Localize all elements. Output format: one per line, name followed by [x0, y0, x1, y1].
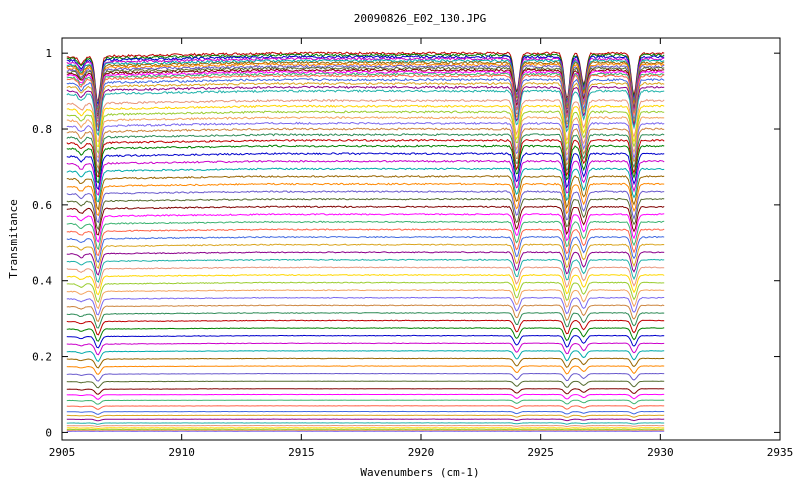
x-tick-label: 2910	[168, 446, 195, 459]
series-line	[66, 380, 665, 389]
series-line	[66, 418, 665, 422]
x-tick-label: 2935	[767, 446, 794, 459]
series-line	[66, 104, 665, 148]
series-line	[66, 213, 665, 243]
series-line	[66, 428, 665, 431]
series-line	[66, 133, 665, 175]
series-line	[66, 235, 665, 264]
series-line	[66, 205, 665, 236]
plot-frame	[61, 37, 781, 441]
series-line	[66, 342, 665, 356]
series-line	[66, 334, 665, 349]
series-line	[66, 182, 665, 217]
series-line	[66, 365, 665, 375]
series-group	[66, 51, 665, 433]
chart-title: 20090826_E02_130.JPG	[354, 12, 486, 25]
series-line	[66, 429, 665, 432]
series-line	[66, 258, 665, 283]
x-tick-label: 2915	[288, 446, 315, 459]
series-line	[66, 144, 665, 184]
series-line	[66, 127, 665, 170]
series-line	[66, 312, 665, 329]
series-line	[66, 89, 665, 137]
series-line	[66, 190, 665, 224]
series-line	[66, 414, 665, 419]
series-line	[66, 175, 665, 211]
x-tick-label: 2920	[408, 446, 435, 459]
x-axis-label: Wavenumbers (cm-1)	[360, 466, 479, 479]
x-tick-label: 2905	[49, 446, 76, 459]
series-line	[66, 327, 665, 342]
x-axis: 2905 2910 2915 2920 2925 2930 2935	[49, 38, 794, 459]
series-line	[66, 167, 665, 203]
y-tick-label: 0.6	[32, 199, 52, 212]
series-line	[66, 159, 665, 196]
series-line	[66, 399, 665, 405]
series-line	[66, 138, 665, 178]
series-line	[66, 388, 665, 395]
series-line	[66, 220, 665, 251]
series-line	[66, 110, 665, 155]
series-line	[66, 405, 665, 410]
series-line	[66, 427, 665, 430]
series-line	[66, 121, 665, 164]
y-axis: 0 0.2 0.4 0.6 0.8 1	[32, 47, 780, 439]
series-line	[66, 98, 665, 143]
series-line	[66, 357, 665, 369]
series-line	[66, 228, 665, 257]
series-line	[66, 393, 665, 400]
y-tick-label: 0	[45, 426, 52, 439]
y-tick-label: 1	[45, 47, 52, 60]
y-axis-label: Transmitance	[7, 199, 20, 278]
series-line	[66, 197, 665, 231]
series-line	[66, 115, 665, 159]
series-line	[66, 296, 665, 316]
series-line	[66, 266, 665, 289]
series-line	[66, 372, 665, 382]
y-tick-label: 0.4	[32, 275, 52, 288]
series-line	[66, 289, 665, 310]
y-tick-label: 0.8	[32, 123, 52, 136]
series-line	[66, 243, 665, 270]
x-tick-label: 2930	[647, 446, 674, 459]
series-line	[66, 422, 665, 425]
series-line	[66, 274, 665, 296]
series-line	[66, 319, 665, 336]
series-line	[66, 304, 665, 322]
y-tick-label: 0.2	[32, 351, 52, 364]
series-line	[66, 424, 665, 428]
series-line	[66, 251, 665, 276]
x-tick-label: 2925	[527, 446, 554, 459]
series-line	[66, 152, 665, 191]
series-line	[66, 350, 665, 363]
series-line	[66, 410, 665, 415]
series-line	[66, 72, 665, 120]
series-line	[66, 281, 665, 303]
